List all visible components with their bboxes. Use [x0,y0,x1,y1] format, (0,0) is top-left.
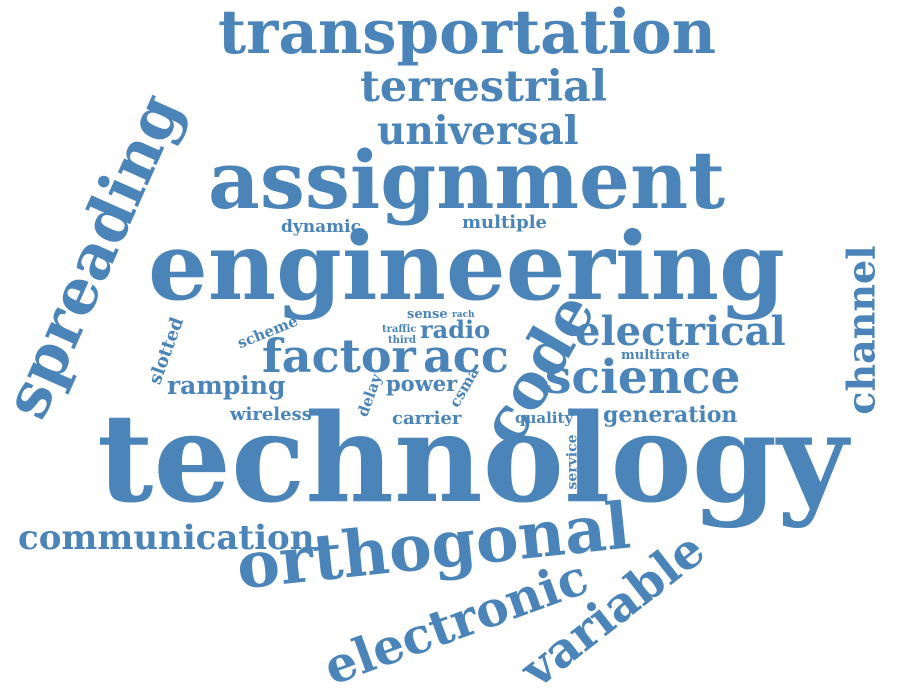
word-power: power [386,371,458,396]
word-sense: sense [407,307,448,322]
word-ramping: ramping [167,371,286,400]
word-dynamic: dynamic [281,217,361,237]
word-transportation: transportation [218,0,717,68]
word-terrestrial: terrestrial [360,62,608,112]
word-technology: technology [97,386,848,530]
word-communication: communication [18,518,315,558]
word-acc: acc [423,329,509,383]
word-carrier: carrier [392,408,462,429]
word-radio: radio [420,315,491,344]
word-factor: factor [262,329,416,383]
word-multiple: multiple [462,212,547,233]
word-assignment: assignment [208,133,726,227]
word-electrical: electrical [575,308,786,355]
word-generation: generation [603,402,738,428]
word-third: third [388,335,416,346]
word-engineering: engineering [148,212,785,322]
word-wireless: wireless [230,404,312,425]
word-quality: quality [515,409,574,427]
word-universal: universal [377,108,579,154]
word-traffic: traffic [382,324,417,335]
word-multirate: multirate [621,348,690,363]
word-channel: channel [838,245,884,415]
word-rach: rach [452,310,475,320]
word-science: science [545,350,741,405]
